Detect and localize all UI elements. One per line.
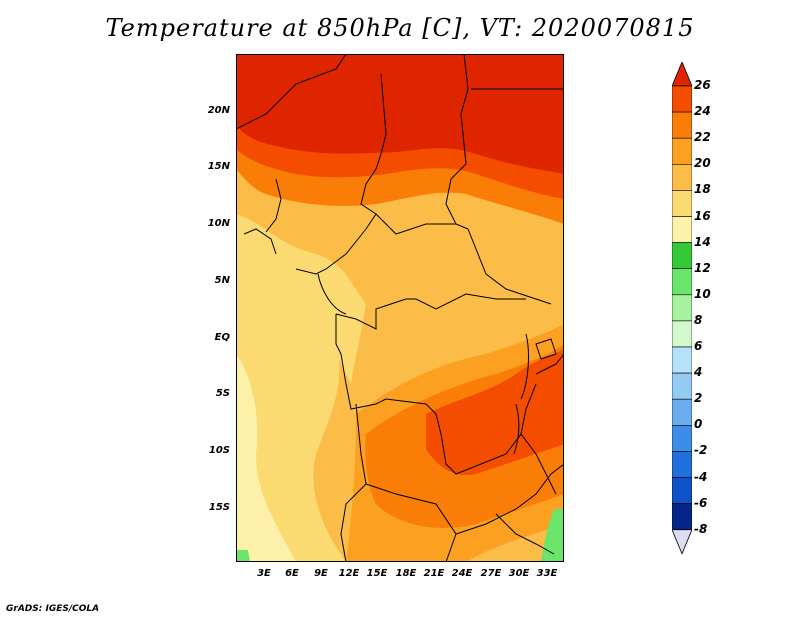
colorbar-segment [672, 85, 692, 113]
colorbar-tick-label: 4 [694, 365, 703, 380]
colorbar-tick-label: 20 [694, 156, 711, 171]
colorbar-tick-label: 22 [694, 130, 711, 145]
colorbar-tick-label: 6 [694, 339, 703, 353]
lon-tick-label: 18E [395, 568, 417, 579]
colorbar-tick-label: 2 [694, 391, 703, 406]
colorbar-top-triangle [672, 62, 692, 87]
colorbar-tick-label: 8 [694, 312, 703, 327]
colorbar-segment [672, 164, 692, 191]
colorbar-tick-label: -8 [694, 521, 708, 536]
lon-tick-label: 30E [508, 568, 530, 579]
map-frame [236, 54, 564, 562]
colorbar-bottom-triangle [672, 529, 692, 555]
temperature-map [236, 54, 564, 562]
colorbar-tick-label: 18 [694, 182, 711, 197]
colorbar-segment [672, 398, 692, 426]
lakes [513, 333, 557, 455]
colorbar-tick-label: -4 [694, 469, 708, 484]
colorbar-segment [672, 216, 692, 243]
lat-tick-label: 5N [214, 275, 230, 286]
colorbar-segment [672, 242, 692, 270]
region-gulf-16 [236, 214, 366, 384]
lat-tick-label: 15N [207, 161, 230, 172]
colorbar-tick-label: -6 [694, 495, 708, 510]
colorbar-segment [672, 320, 692, 348]
colorbar-segment [672, 294, 692, 322]
colorbar-segment [672, 503, 692, 531]
region-southwest-green [236, 550, 250, 562]
colorbar-segment [672, 372, 692, 400]
lat-tick-label: 5S [215, 388, 230, 399]
lon-tick-label: 9E [314, 568, 328, 579]
region-north-26 [236, 54, 564, 174]
colorbar-tick-label: 14 [694, 234, 711, 249]
map-title: Temperature at 850hPa [C], VT: 202007081… [105, 14, 695, 42]
colorbar-segment [672, 190, 692, 217]
colorbar-segment [672, 137, 692, 165]
lat-tick-label: 15S [208, 502, 230, 513]
colorbar-tick-label: 10 [694, 286, 711, 301]
colorbar-tick-label: 12 [694, 260, 711, 275]
lon-tick-label: 21E [423, 568, 445, 579]
lon-tick-label: 33E [536, 568, 558, 579]
colorbar-segment [672, 477, 692, 504]
lon-tick-label: 12E [338, 568, 360, 579]
colorbar-tick-label: 26 [694, 78, 711, 92]
lon-tick-label: 15E [366, 568, 388, 579]
colorbar-tick-label: 16 [694, 208, 711, 223]
region-southeast-24 [426, 349, 564, 475]
credit-text: GrADS: IGES/COLA [6, 604, 100, 614]
colorbar-tick-label: 0 [694, 417, 703, 432]
lon-tick-label: 27E [480, 568, 502, 579]
region-west-14 [236, 354, 296, 562]
lon-tick-label: 6E [285, 568, 299, 579]
colorbar-segment [672, 424, 692, 452]
region-south-green [541, 509, 564, 562]
lat-tick-label: 10N [207, 218, 230, 229]
lon-tick-label: 24E [451, 568, 473, 579]
colorbar-segment [672, 451, 692, 478]
lat-tick-label: EQ [214, 332, 230, 343]
colorbar-tick-label: 24 [694, 104, 711, 119]
country-borders [236, 54, 564, 562]
lat-tick-label: 20N [207, 105, 230, 116]
lat-tick-label: 10S [208, 445, 230, 456]
colorbar-segment [672, 111, 692, 139]
colorbar [672, 62, 692, 555]
colorbar-segment [672, 346, 692, 374]
lon-tick-label: 3E [257, 568, 271, 579]
region-west-16 [236, 268, 346, 562]
colorbar-tick-label: -2 [694, 443, 708, 458]
colorbar-segment [672, 268, 692, 296]
